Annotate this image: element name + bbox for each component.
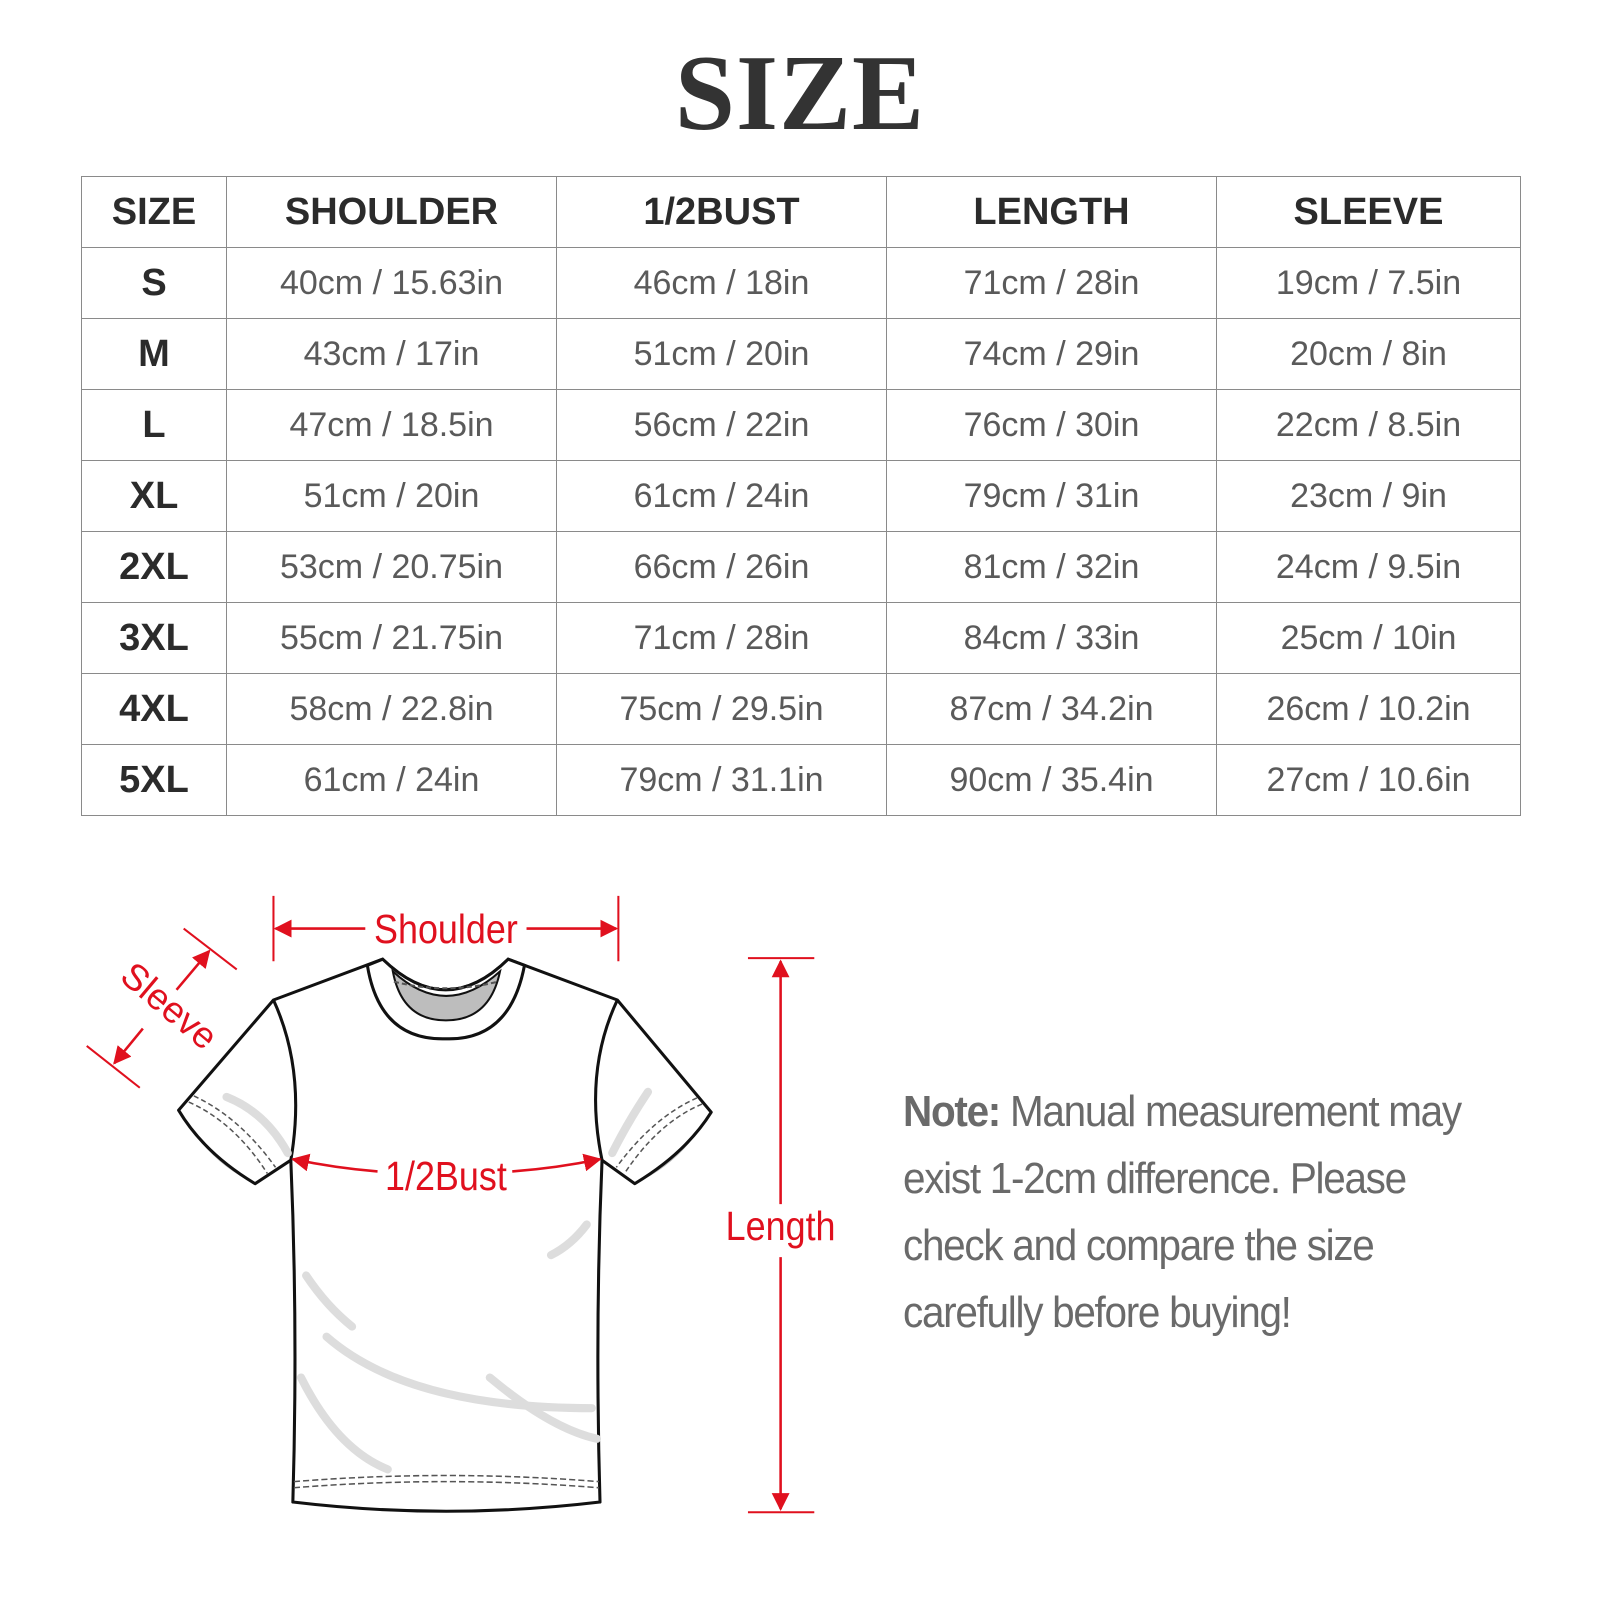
measurement-cell: 43cm / 17in (226, 318, 557, 390)
measurement-cell: 74cm / 29in (886, 318, 1217, 390)
table-row: S 40cm / 15.63in 46cm / 18in 71cm / 28in 19c… (81, 247, 1521, 319)
size-table: SIZE SHOULDER 1/2BUST LENGTH SLEEVE S 40cm / … (81, 176, 1521, 816)
measurement-cell: 51cm / 20in (226, 460, 557, 532)
table-row: 2XL 53cm / 20.75in 66cm / 26in 81cm / 32in 2… (81, 531, 1521, 603)
length-measure: Length (726, 957, 836, 1514)
table-row: 3XL 55cm / 21.75in 71cm / 28in 84cm / 33in 2… (81, 602, 1521, 674)
size-cell: L (81, 389, 227, 461)
page-title: SIZE (674, 34, 926, 153)
table-row: M 43cm / 17in 51cm / 20in 74cm / 29in 20cm /… (81, 318, 1521, 390)
measurement-cell: 71cm / 28in (886, 247, 1217, 319)
measurement-cell: 84cm / 33in (886, 602, 1217, 674)
measurement-cell: 90cm / 35.4in (886, 744, 1217, 816)
measurement-cell: 22cm / 8.5in (1216, 389, 1521, 461)
column-header-1-2bust: 1/2BUST (556, 176, 887, 248)
table-row: 5XL 61cm / 24in 79cm / 31.1in 90cm / 35.4in… (81, 744, 1521, 816)
measurement-cell: 40cm / 15.63in (226, 247, 557, 319)
measurement-cell: 25cm / 10in (1216, 602, 1521, 674)
size-cell: 3XL (81, 602, 227, 674)
table-row: 4XL 58cm / 22.8in 75cm / 29.5in 87cm / 34.2… (81, 673, 1521, 745)
length-label: Length (726, 1204, 836, 1250)
table-header-row: SIZE SHOULDER 1/2BUST LENGTH SLEEVE (81, 176, 1521, 248)
sleeve-label: Sleeve (113, 954, 225, 1058)
size-cell: 5XL (81, 744, 227, 816)
measurement-cell: 58cm / 22.8in (226, 673, 557, 745)
measurement-cell: 51cm / 20in (556, 318, 887, 390)
measurement-cell: 61cm / 24in (556, 460, 887, 532)
bust-label: 1/2Bust (385, 1154, 507, 1200)
measurement-cell: 55cm / 21.75in (226, 602, 557, 674)
table-row: L 47cm / 18.5in 56cm / 22in 76cm / 30in 22cm… (81, 389, 1521, 461)
size-cell: S (81, 247, 227, 319)
shoulder-measure: Shoulder (272, 895, 620, 962)
note-label: Note: (903, 1087, 1001, 1136)
measurement-cell: 56cm / 22in (556, 389, 887, 461)
measurement-cell: 53cm / 20.75in (226, 531, 557, 603)
column-header-size: SIZE (81, 176, 227, 248)
size-cell: 4XL (81, 673, 227, 745)
measurement-cell: 19cm / 7.5in (1216, 247, 1521, 319)
measurement-cell: 24cm / 9.5in (1216, 531, 1521, 603)
column-header-sleeve: SLEEVE (1216, 176, 1521, 248)
note-text: Note: Manual measurement may exist 1-2cm… (903, 1078, 1492, 1346)
size-cell: M (81, 318, 227, 390)
measurement-cell: 26cm / 10.2in (1216, 673, 1521, 745)
measurement-cell: 71cm / 28in (556, 602, 887, 674)
measurement-cell: 20cm / 8in (1216, 318, 1521, 390)
table-body: S 40cm / 15.63in 46cm / 18in 71cm / 28in 19c… (81, 247, 1521, 816)
measurement-cell: 61cm / 24in (226, 744, 557, 816)
table-row: XL 51cm / 20in 61cm / 24in 79cm / 31in 23cm … (81, 460, 1521, 532)
sleeve-measure: Sleeve (86, 927, 238, 1089)
size-cell: XL (81, 460, 227, 532)
shoulder-label: Shoulder (374, 907, 518, 953)
measurement-cell: 23cm / 9in (1216, 460, 1521, 532)
measurement-cell: 76cm / 30in (886, 389, 1217, 461)
measurement-cell: 81cm / 32in (886, 531, 1217, 603)
measurement-cell: 79cm / 31.1in (556, 744, 887, 816)
measurement-cell: 66cm / 26in (556, 531, 887, 603)
column-header-length: LENGTH (886, 176, 1217, 248)
tshirt-illustration (177, 957, 713, 1513)
measurement-cell: 75cm / 29.5in (556, 673, 887, 745)
measurement-cell: 46cm / 18in (556, 247, 887, 319)
bust-measure: 1/2Bust (291, 1154, 602, 1200)
note-body: Manual measurement may exist 1-2cm diffe… (903, 1087, 1462, 1337)
measurement-cell: 27cm / 10.6in (1216, 744, 1521, 816)
